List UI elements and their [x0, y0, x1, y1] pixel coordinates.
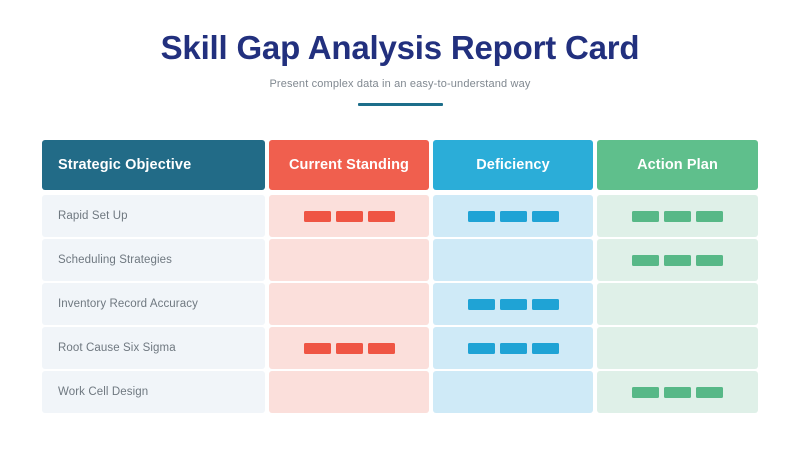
cell-scheduling-strategies-action[interactable]	[597, 239, 758, 281]
cell-inventory-record-accuracy-action[interactable]	[597, 283, 758, 325]
column-header-strategic-objective[interactable]: Strategic Objective	[42, 140, 265, 190]
page-title: Skill Gap Analysis Report Card	[160, 29, 640, 66]
rating-bar	[696, 254, 723, 266]
rating-bar	[335, 342, 363, 354]
table-row: Inventory Record Accuracy	[42, 283, 758, 325]
cell-scheduling-strategies-deficiency[interactable]	[433, 239, 593, 281]
rating-bar	[303, 210, 331, 222]
rating-bar	[632, 210, 659, 222]
table-body: Rapid Set Up Scheduling Strategies Invento…	[42, 195, 758, 413]
column-header-action-plan[interactable]: Action Plan	[597, 140, 758, 190]
row-label-inventory-record-accuracy: Inventory Record Accuracy	[42, 283, 265, 325]
cell-root-cause-six-sigma-current[interactable]	[269, 327, 429, 369]
rating-bar	[303, 342, 331, 354]
table-row: Scheduling Strategies	[42, 239, 758, 281]
rating-bar	[335, 210, 363, 222]
rating-bar	[531, 210, 559, 222]
rating-bar	[467, 298, 495, 310]
page-header: Skill Gap Analysis Report Card Present c…	[0, 0, 800, 107]
cell-root-cause-six-sigma-action[interactable]	[597, 327, 758, 369]
table-row: Root Cause Six Sigma	[42, 327, 758, 369]
cell-rapid-set-up-deficiency[interactable]	[433, 195, 593, 237]
table-row: Rapid Set Up	[42, 195, 758, 237]
rating-bar	[531, 298, 559, 310]
rating-bar	[664, 210, 691, 222]
report-table: Strategic Objective Current Standing Def…	[42, 140, 758, 415]
rating-bar	[467, 342, 495, 354]
cell-work-cell-design-deficiency[interactable]	[433, 371, 593, 413]
rating-bar	[499, 210, 527, 222]
column-header-deficiency[interactable]: Deficiency	[433, 140, 593, 190]
cell-work-cell-design-action[interactable]	[597, 371, 758, 413]
row-label-scheduling-strategies: Scheduling Strategies	[42, 239, 265, 281]
row-label-root-cause-six-sigma: Root Cause Six Sigma	[42, 327, 265, 369]
row-label-work-cell-design: Work Cell Design	[42, 371, 265, 413]
page-subtitle: Present complex data in an easy-to-under…	[269, 78, 531, 91]
rating-bar	[632, 386, 659, 398]
rating-bar	[367, 210, 395, 222]
rating-bar	[499, 342, 527, 354]
rating-bar	[696, 386, 723, 398]
accent-divider	[357, 103, 443, 107]
cell-rapid-set-up-current[interactable]	[269, 195, 429, 237]
rating-bar	[499, 298, 527, 310]
rating-bar	[467, 210, 495, 222]
rating-bar	[664, 386, 691, 398]
row-label-rapid-set-up: Rapid Set Up	[42, 195, 265, 237]
rating-bar	[531, 342, 559, 354]
cell-inventory-record-accuracy-current[interactable]	[269, 283, 429, 325]
cell-work-cell-design-current[interactable]	[269, 371, 429, 413]
rating-bar	[664, 254, 691, 266]
cell-inventory-record-accuracy-deficiency[interactable]	[433, 283, 593, 325]
rating-bar	[367, 342, 395, 354]
rating-bar	[632, 254, 659, 266]
cell-root-cause-six-sigma-deficiency[interactable]	[433, 327, 593, 369]
cell-rapid-set-up-action[interactable]	[597, 195, 758, 237]
table-row: Work Cell Design	[42, 371, 758, 413]
cell-scheduling-strategies-current[interactable]	[269, 239, 429, 281]
rating-bar	[696, 210, 723, 222]
table-header-row: Strategic Objective Current Standing Def…	[42, 140, 758, 190]
column-header-current-standing[interactable]: Current Standing	[269, 140, 429, 190]
